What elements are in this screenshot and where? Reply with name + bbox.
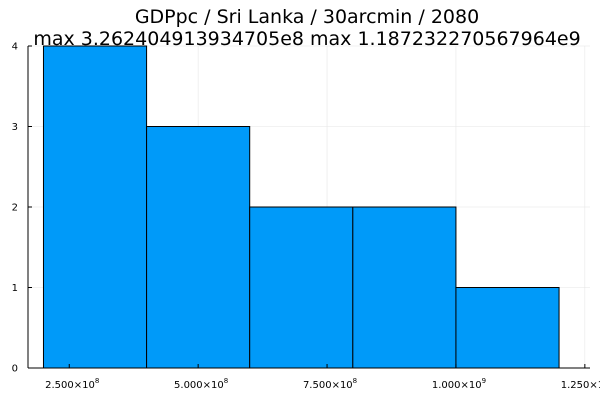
y-tick-labels: 0 1 2 3 4 — [12, 42, 18, 375]
y-tick-label: 3 — [12, 122, 18, 133]
x-tick-mantissa: 1.000×10 — [432, 380, 482, 391]
x-tick-label: 2.500×108 — [45, 377, 99, 391]
chart-title-line-2: max 3.262404913934705e8 max 1.1872322705… — [33, 28, 580, 50]
x-tick-exponent: 8 — [353, 377, 357, 385]
x-tick-exponent: 9 — [482, 377, 486, 385]
x-tick-label: 1.000×109 — [432, 377, 486, 391]
x-tick-labels: 2.500×108 5.000×108 7.500×108 1.000×109 1.25… — [45, 377, 600, 391]
x-tick-exponent: 8 — [224, 377, 228, 385]
x-tick-label: 1.250×109 — [561, 377, 600, 391]
histogram-bar-2 — [146, 126, 251, 369]
histogram-bar-1 — [42, 45, 148, 369]
x-tick-mantissa: 7.500×10 — [303, 380, 353, 391]
y-tick-label: 4 — [12, 42, 18, 53]
x-tick-mantissa: 2.500×10 — [45, 380, 95, 391]
y-tick-label: 1 — [12, 283, 18, 294]
y-tick-label: 0 — [12, 364, 18, 375]
x-tick-exponent: 8 — [95, 377, 99, 385]
histogram-bar-3 — [249, 206, 354, 369]
x-tick-label: 5.000×108 — [174, 377, 228, 391]
x-tick-mantissa: 5.000×10 — [174, 380, 224, 391]
x-tick-label: 7.500×108 — [303, 377, 357, 391]
y-tick-label: 2 — [12, 203, 18, 214]
x-tick-mantissa: 1.250×10 — [561, 380, 600, 391]
histogram-bar-5 — [455, 287, 560, 369]
axes — [27, 45, 590, 369]
chart-title-line-1: GDPpc / Sri Lanka / 30arcmin / 2080 — [135, 6, 479, 28]
histogram-bar-4 — [352, 206, 457, 369]
